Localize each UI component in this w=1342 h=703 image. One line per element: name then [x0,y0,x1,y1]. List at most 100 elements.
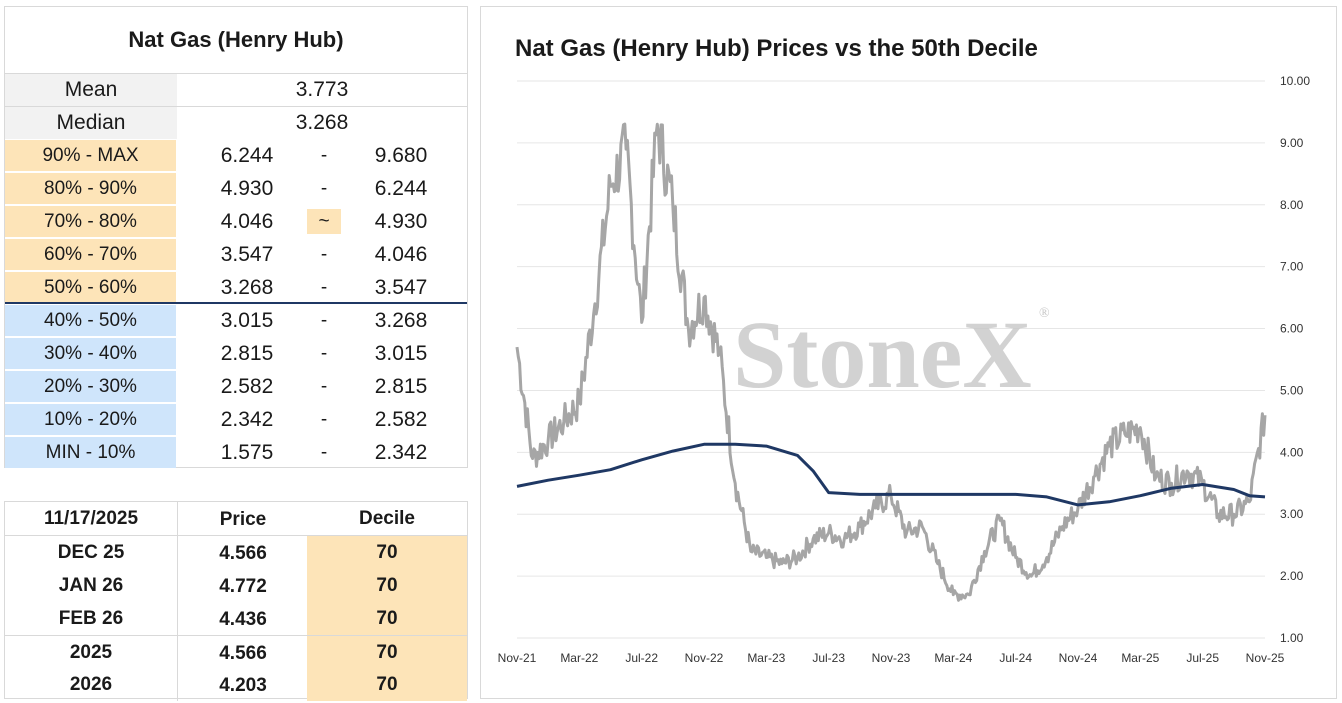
decile-high-value: 9.680 [374,144,428,167]
chart-panel: Nat Gas (Henry Hub) Prices vs the 50th D… [480,6,1337,699]
decile-range-label: 80% - 90% [5,173,176,204]
price-row: DEC 25 4.566 70 [5,536,467,569]
mean-row: Mean 3.773 [5,73,467,106]
x-tick-label: Jul-23 [812,651,845,665]
decile-range-label: 70% - 80% [5,206,176,237]
median-label: Median [5,107,177,139]
price-table-decile-header: Decile [359,508,415,529]
decile-row: 50% - 60% 3.268 - 3.547 [5,271,467,304]
decile-row: 60% - 70% 3.547 - 4.046 [5,238,467,271]
decile-row: 80% - 90% 4.930 - 6.244 [5,172,467,205]
current-decile-marker: ~ [307,209,341,234]
range-separator: - [320,343,328,364]
x-tick-label: Nov-23 [872,651,911,665]
decile-row: 90% - MAX 6.244 - 9.680 [5,139,467,172]
decile-high-value: 3.268 [374,309,428,332]
decile-range-label: 30% - 40% [5,338,176,369]
decile-row: 20% - 30% 2.582 - 2.815 [5,370,467,403]
contract-decile: 70 [307,569,467,602]
decile-row: 30% - 40% 2.815 - 3.015 [5,337,467,370]
y-tick-label: 10.00 [1280,74,1310,88]
decile-range-label: 20% - 30% [5,371,176,402]
price-row: JAN 26 4.772 70 [5,569,467,602]
y-tick-label: 8.00 [1280,198,1304,212]
y-tick-label: 5.00 [1280,383,1304,397]
decile-low-value: 3.268 [220,276,274,299]
contract-price: 4.436 [177,602,308,635]
y-tick-label: 3.00 [1280,507,1304,521]
decile-low-value: 3.547 [220,243,274,266]
range-separator: - [320,310,328,331]
y-tick-label: 1.00 [1280,631,1304,645]
range-separator: - [320,244,328,265]
decile-high-value: 3.547 [374,276,428,299]
x-tick-label: Nov-24 [1059,651,1098,665]
price-table-date: 11/17/2025 [43,508,139,529]
range-separator: - [320,376,328,397]
x-tick-label: Nov-22 [685,651,724,665]
x-tick-label: Mar-25 [1121,651,1159,665]
decile-high-value: 4.930 [374,210,428,233]
decile-row: 70% - 80% 4.046 ~4.930 [5,205,467,238]
contract-price: 4.772 [177,569,308,602]
y-tick-label: 2.00 [1280,569,1304,583]
range-separator: - [320,178,328,199]
stonex-watermark: StoneX [733,301,1032,408]
decile-high-value: 2.342 [374,441,428,464]
decile-row: 40% - 50% 3.015 - 3.268 [5,304,467,337]
median-value: 3.268 [295,111,349,134]
contract-decile: 70 [307,636,467,669]
contract-name: 2026 [69,674,113,695]
contract-name: JAN 26 [58,575,124,596]
contract-price: 4.203 [177,668,308,701]
contract-decile: 70 [307,602,467,635]
y-tick-label: 6.00 [1280,322,1304,336]
decile-low-value: 2.815 [220,342,274,365]
x-tick-label: Jul-25 [1186,651,1219,665]
y-tick-label: 9.00 [1280,136,1304,150]
decile-50-series-line [516,442,1266,507]
contract-name: DEC 25 [57,542,125,563]
decile-range-label: 60% - 70% [5,239,176,270]
mean-value: 3.773 [295,78,349,101]
decile-range-label: MIN - 10% [5,437,176,468]
decile-low-value: 3.015 [220,309,274,332]
decile-table-title: Nat Gas (Henry Hub) [128,27,344,52]
decile-high-value: 6.244 [374,177,428,200]
x-tick-label: Mar-24 [934,651,972,665]
decile-low-value: 4.930 [220,177,274,200]
contract-decile: 70 [307,536,467,569]
x-tick-label: Jul-24 [999,651,1032,665]
decile-range-label: 40% - 50% [5,305,176,336]
price-table-price-header: Price [177,502,308,535]
decile-low-value: 1.575 [220,441,274,464]
contract-decile: 70 [307,668,467,701]
x-tick-label: Nov-25 [1246,651,1285,665]
decile-row: 10% - 20% 2.342 - 2.582 [5,403,467,436]
range-separator: - [320,409,328,430]
decile-high-value: 3.015 [374,342,428,365]
decile-low-value: 6.244 [220,144,274,167]
contract-name: 2025 [69,642,113,663]
decile-high-value: 2.815 [374,375,428,398]
decile-range-label: 90% - MAX [5,140,176,171]
decile-range-label: 10% - 20% [5,404,176,435]
price-row: 2026 4.203 70 [5,668,467,701]
y-tick-label: 4.00 [1280,445,1304,459]
median-row: Median 3.268 [5,106,467,139]
y-tick-label: 7.00 [1280,260,1304,274]
price-table-header: 11/17/2025 Price Decile [5,502,467,536]
decile-low-value: 4.046 [220,210,274,233]
mean-label: Mean [5,74,177,106]
chart-title: Nat Gas (Henry Hub) Prices vs the 50th D… [515,35,1038,62]
range-separator: - [320,145,328,166]
x-tick-label: Nov-21 [498,651,537,665]
watermark-registered-mark: ® [1039,306,1050,321]
range-separator: - [320,442,328,463]
price-table: 11/17/2025 Price Decile DEC 25 4.566 70 JAN… [4,501,468,701]
decile-row: MIN - 10% 1.575 - 2.342 [5,436,467,469]
price-row: FEB 26 4.436 70 [5,602,467,635]
range-separator: - [320,277,328,298]
decile-table: Nat Gas (Henry Hub) Mean 3.773 Median 3.… [4,6,468,468]
decile-low-value: 2.342 [220,408,274,431]
